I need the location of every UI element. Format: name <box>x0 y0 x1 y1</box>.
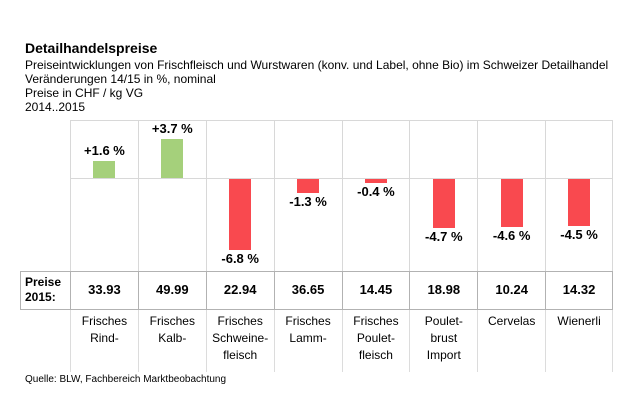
bar-negative <box>364 179 387 183</box>
bar-negative <box>432 179 455 228</box>
bar-positive <box>93 161 116 178</box>
bar-negative <box>568 179 591 226</box>
chart-title: Detailhandelspreise <box>25 40 158 56</box>
bar-negative <box>297 179 320 193</box>
bar-value-label: -6.8 % <box>221 251 259 266</box>
plot-column: -0.4 % <box>341 121 410 272</box>
bar-positive <box>161 139 184 178</box>
category-label: Frisches Kalb- <box>137 310 206 372</box>
category-label-line: Poulet- <box>356 331 395 345</box>
category-label: Frisches Lamm- <box>273 310 342 372</box>
price-cell: 22.94 <box>205 272 274 309</box>
plot-column: +3.7 % <box>137 121 206 272</box>
chart-unit-note: Veränderungen 14/15 in %, nominal <box>25 72 216 86</box>
category-label: Frisches Schweine-fleisch <box>205 310 274 372</box>
category-axis: Frisches Rind- Frisches Kalb- Frisches Schwei… <box>70 310 613 372</box>
category-label-line: Cervelas <box>488 314 536 328</box>
price-cell: 14.32 <box>545 272 613 309</box>
category-label-line: Frisches <box>353 314 399 328</box>
price-cell: 36.65 <box>273 272 342 309</box>
chart-header: Detailhandelspreise Preiseintwicklungen … <box>25 40 608 114</box>
category-label: Frisches Poulet-fleisch <box>341 310 410 372</box>
price-row-label-line1: Preise <box>25 275 62 289</box>
category-label: Frisches Rind- <box>70 310 138 372</box>
category-label: Cervelas <box>477 310 545 372</box>
category-label-line: Import <box>426 348 461 362</box>
plot-column: -4.5 % <box>545 121 613 272</box>
price-cell: 14.45 <box>341 272 410 309</box>
plot-area: +1.6 % +3.7 % -6.8 % -1.3 % -0.4 % -4.7 % -4.6… <box>70 120 613 272</box>
plot-column: -4.6 % <box>477 121 545 272</box>
category-label-line: Frisches <box>149 314 195 328</box>
bar-negative <box>229 179 252 250</box>
price-cell: 18.98 <box>409 272 477 309</box>
category-label-line: fleisch <box>358 348 393 362</box>
price-cell: 33.93 <box>70 272 138 309</box>
category-label-line: Frisches <box>81 314 128 328</box>
bar-value-label: +3.7 % <box>151 121 193 136</box>
source-note: Quelle: BLW, Fachbereich Marktbeobachtun… <box>25 374 227 385</box>
plot-column: -1.3 % <box>273 121 342 272</box>
price-cell: 49.99 <box>137 272 206 309</box>
plot-column: -6.8 % <box>205 121 274 272</box>
category-label: Poulet-brust Import <box>409 310 477 372</box>
plot-column: -4.7 % <box>409 121 477 272</box>
chart-subtitle: Preiseintwicklungen von Frischfleisch un… <box>25 58 609 72</box>
bar-negative <box>500 179 523 227</box>
bar-value-label: -1.3 % <box>289 194 327 209</box>
chart-period: 2014..2015 <box>25 100 86 114</box>
bar-value-label: -4.6 % <box>492 228 531 243</box>
category-label-line: fleisch <box>223 348 258 362</box>
bar-value-label: -4.7 % <box>425 229 463 244</box>
category-label-line: Rind- <box>90 331 119 345</box>
price-row-label-line2: 2015: <box>25 290 56 304</box>
category-label-line: Poulet- <box>424 314 463 328</box>
bar-value-label: +1.6 % <box>84 143 125 158</box>
price-cell: 10.24 <box>477 272 545 309</box>
bar-value-label: -4.5 % <box>560 227 598 242</box>
category-label-line: Schweine- <box>212 331 269 345</box>
category-label-line: Frisches <box>217 314 263 328</box>
category-label-line: Wienerli <box>557 314 601 328</box>
bar-value-label: -0.4 % <box>357 184 395 199</box>
price-table-row: Preise 2015: 33.93 49.99 22.94 36.65 14.45 18… <box>20 271 613 310</box>
category-label-line: Kalb- <box>158 331 187 345</box>
category-label-line: Lamm- <box>289 331 327 345</box>
chart-price-unit: Preise in CHF / kg VG <box>25 86 144 100</box>
category-label-line: Frisches <box>285 314 331 328</box>
plot-column: +1.6 % <box>70 121 138 272</box>
price-row-label: Preise 2015: <box>20 272 70 309</box>
category-label-line: brust <box>430 331 458 345</box>
category-label: Wienerli <box>545 310 613 372</box>
